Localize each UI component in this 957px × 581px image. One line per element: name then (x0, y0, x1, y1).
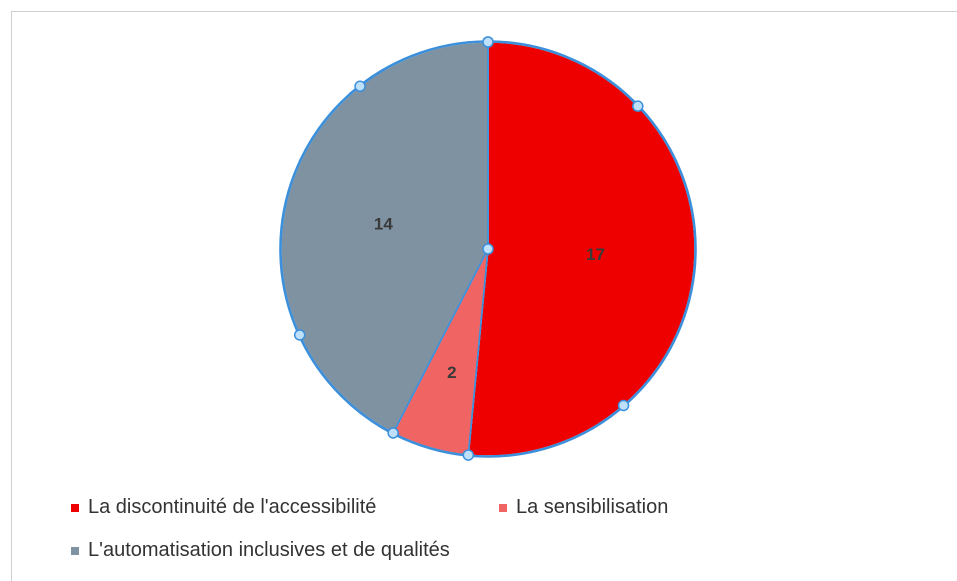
resize-handle-9[interactable] (482, 243, 494, 255)
legend-label: La discontinuité de l'accessibilité (88, 496, 377, 518)
data-labels: 17 2 14 (374, 215, 605, 383)
legend-item-sensibilisation[interactable]: La sensibilisation (499, 496, 668, 519)
legend-item-automatisation[interactable]: L'automatisation inclusives et de qualit… (71, 539, 450, 562)
data-label-1: 17 (586, 245, 605, 264)
slice-outline-3 (280, 41, 489, 435)
resize-handle-7[interactable] (354, 80, 366, 93)
resize-handle-2[interactable] (632, 100, 644, 112)
resize-handle-6[interactable] (293, 329, 306, 341)
resize-handle-4[interactable] (462, 449, 475, 461)
pie-slice-1[interactable] (467, 41, 696, 457)
legend-swatch (499, 503, 507, 512)
legend-label: L'automatisation inclusives et de qualit… (88, 539, 450, 561)
data-label-3: 14 (374, 215, 393, 234)
slice-outline-1 (467, 41, 696, 457)
resize-handle-8[interactable] (482, 36, 494, 48)
resize-handle-5[interactable] (387, 427, 399, 439)
legend-swatch (71, 503, 79, 512)
data-label-2: 2 (447, 363, 456, 382)
legend-swatch (71, 546, 79, 555)
resize-handle-3[interactable] (617, 399, 630, 412)
legend-item-accessibilite[interactable]: La discontinuité de l'accessibilité (71, 496, 376, 519)
legend-label: La sensibilisation (516, 496, 669, 518)
selection-handles[interactable] (293, 36, 644, 461)
